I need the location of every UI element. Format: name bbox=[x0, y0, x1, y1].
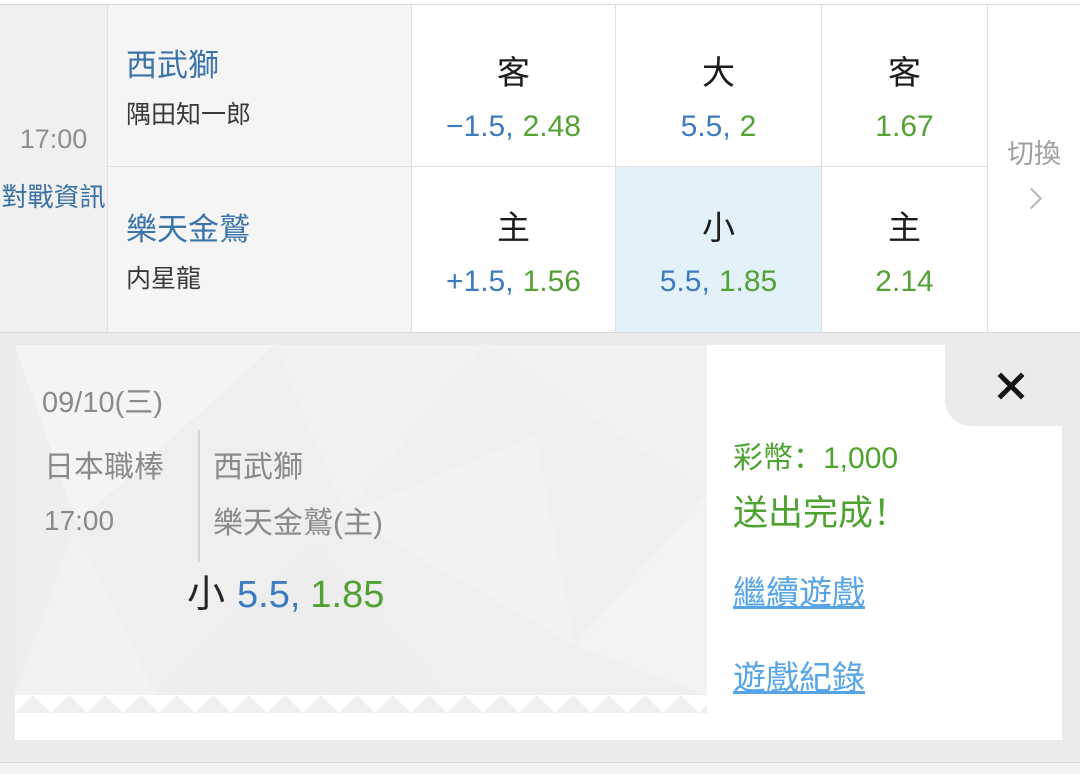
odds-table: 17:00 對戰資訊 西武獅 隅田知一郎 樂天金鷲 内星龍 客 −1.5, 2.4… bbox=[0, 4, 1080, 333]
selection-side: 小 bbox=[187, 574, 226, 616]
bet-receipt: 09/10(三) 日本職棒 17:00 西武獅 樂天金鷲(主) 小 5.5, 1.8… bbox=[15, 345, 707, 695]
total-line: 5.5, bbox=[659, 264, 710, 298]
bet-odds-text: −1.5, 2.48 bbox=[446, 110, 581, 144]
bet-side-label: 小 bbox=[702, 208, 735, 246]
bet-odds-text: 5.5, 2 bbox=[681, 110, 757, 144]
odds-value: 1.67 bbox=[875, 109, 934, 143]
home-team-cell: 樂天金鷲 内星龍 bbox=[108, 167, 412, 332]
bet-cell-handicap-home[interactable]: 主 +1.5, 1.56 bbox=[412, 167, 616, 332]
slip-divider bbox=[198, 430, 200, 562]
slip-league: 日本職棒 bbox=[44, 451, 164, 484]
receipt-pattern bbox=[15, 345, 707, 695]
match-info-link[interactable]: 對戰資訊 bbox=[1, 181, 106, 212]
odds-value: 1.56 bbox=[522, 264, 581, 298]
away-team-cell: 西武獅 隅田知一郎 bbox=[108, 5, 412, 167]
close-icon[interactable] bbox=[995, 370, 1027, 402]
odds-value: 2.14 bbox=[875, 264, 934, 298]
footer-strip bbox=[0, 762, 1080, 774]
match-time-cell: 17:00 對戰資訊 bbox=[0, 5, 108, 332]
bet-side-label: 客 bbox=[888, 53, 921, 91]
home-pitcher-name: 内星龍 bbox=[126, 265, 202, 293]
bet-slip-modal: 09/10(三) 日本職棒 17:00 西武獅 樂天金鷲(主) 小 5.5, 1.8… bbox=[15, 345, 1080, 740]
match-time: 17:00 bbox=[19, 123, 88, 154]
bet-cell-total-under-selected[interactable]: 小 5.5, 1.85 bbox=[616, 167, 822, 332]
bet-side-label: 客 bbox=[497, 53, 530, 91]
bet-odds-text: 2.14 bbox=[875, 265, 933, 299]
away-team-name: 西武獅 bbox=[126, 48, 219, 83]
slip-selection: 小 5.5, 1.85 bbox=[187, 563, 384, 618]
slip-date: 09/10(三) bbox=[42, 387, 163, 419]
away-pitcher-name: 隅田知一郎 bbox=[126, 101, 252, 129]
handicap-line: +1.5, bbox=[446, 264, 514, 298]
chevron-right-icon bbox=[1020, 187, 1042, 209]
selection-line: 5.5, bbox=[237, 574, 301, 616]
slip-away-team: 西武獅 bbox=[213, 451, 303, 484]
slip-time: 17:00 bbox=[44, 505, 115, 536]
bet-side-label: 主 bbox=[497, 208, 530, 246]
switch-label: 切換 bbox=[1007, 138, 1061, 169]
handicap-line: −1.5, bbox=[446, 109, 514, 143]
switch-market-button[interactable]: 切換 bbox=[988, 5, 1080, 332]
bet-cell-total-over[interactable]: 大 5.5, 2 bbox=[616, 5, 822, 167]
home-team-name: 樂天金鷲 bbox=[126, 212, 250, 247]
odds-value: 2 bbox=[739, 109, 757, 143]
bet-cell-moneyline-home[interactable]: 主 2.14 bbox=[822, 167, 988, 332]
continue-game-link[interactable]: 繼續遊戲 bbox=[733, 574, 865, 611]
receipt-zigzag-edge bbox=[15, 695, 707, 713]
selection-odds: 1.85 bbox=[310, 574, 385, 616]
bet-cell-moneyline-away[interactable]: 客 1.67 bbox=[822, 5, 988, 167]
total-line: 5.5, bbox=[680, 109, 731, 143]
top-strip bbox=[0, 0, 1080, 4]
slip-home-team: 樂天金鷲(主) bbox=[213, 507, 383, 540]
bet-side-label: 大 bbox=[702, 53, 735, 91]
bet-odds-text: 5.5, 1.85 bbox=[660, 265, 777, 299]
game-history-link[interactable]: 遊戲紀錄 bbox=[733, 659, 865, 696]
bet-side-label: 主 bbox=[888, 208, 921, 246]
submit-status-message: 送出完成！ bbox=[733, 494, 909, 533]
bet-odds-text: 1.67 bbox=[875, 110, 933, 144]
odds-value: 1.85 bbox=[718, 264, 778, 298]
odds-value: 2.48 bbox=[522, 109, 581, 143]
bet-odds-text: +1.5, 1.56 bbox=[446, 265, 581, 299]
close-tab bbox=[945, 345, 1080, 426]
coins-balance: 彩幣：1,000 bbox=[733, 442, 899, 475]
bet-cell-handicap-away[interactable]: 客 −1.5, 2.48 bbox=[412, 5, 616, 167]
